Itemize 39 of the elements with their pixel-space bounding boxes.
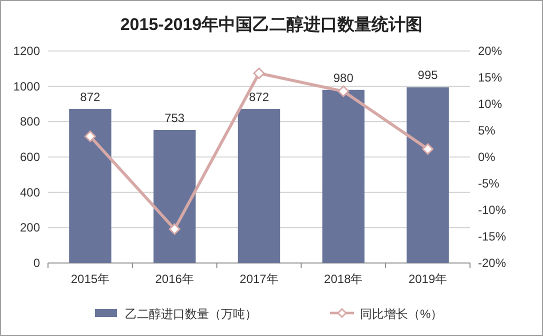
y2-tick-label: 0% bbox=[478, 150, 496, 164]
x-tick-label: 2015年 bbox=[70, 272, 110, 286]
data-label: 980 bbox=[333, 70, 354, 85]
point bbox=[84, 130, 96, 142]
x-tick-label: 2018年 bbox=[324, 272, 363, 286]
bar bbox=[406, 87, 449, 263]
y2-tick-label: 20% bbox=[478, 44, 502, 58]
y-tick-label: 0 bbox=[33, 256, 40, 270]
point bbox=[168, 223, 180, 235]
y-tick-label: 1200 bbox=[13, 44, 40, 58]
point bbox=[253, 68, 265, 80]
data-label: 753 bbox=[164, 110, 185, 125]
data-label: 995 bbox=[418, 68, 438, 82]
legend-label: 同比增长（%） bbox=[360, 307, 443, 321]
data-label: 872 bbox=[248, 90, 270, 104]
y2-tick-label: 10% bbox=[478, 97, 502, 111]
x-tick-label: 2017年 bbox=[240, 272, 278, 286]
bar bbox=[154, 130, 196, 263]
point bbox=[422, 143, 434, 155]
chart-title: 2015-2019年中国乙二醇进口数量统计图 bbox=[120, 15, 423, 34]
x-tick-label: 2016年 bbox=[155, 272, 194, 286]
y2-tick-label: -20% bbox=[478, 256, 506, 270]
point bbox=[338, 86, 350, 98]
y2-tick-label: -10% bbox=[478, 203, 506, 217]
bar bbox=[69, 108, 112, 263]
y-tick-label: 800 bbox=[20, 114, 40, 129]
y-tick-label: 400 bbox=[20, 185, 40, 200]
y2-tick-label: -15% bbox=[478, 230, 506, 244]
bar bbox=[322, 90, 364, 263]
y2-tick-label: 5% bbox=[478, 124, 496, 138]
data-label: 872 bbox=[80, 90, 101, 104]
y2-tick-label: -5% bbox=[478, 176, 500, 190]
legend-label: 乙二醇进口数量（万吨） bbox=[125, 307, 257, 321]
bar bbox=[238, 108, 280, 263]
y-tick-label: 1000 bbox=[13, 79, 40, 94]
x-tick-label: 2019年 bbox=[408, 272, 448, 286]
y-tick-label: 600 bbox=[20, 150, 40, 164]
y-tick-label: 200 bbox=[20, 220, 40, 235]
y2-tick-label: 15% bbox=[478, 70, 502, 84]
